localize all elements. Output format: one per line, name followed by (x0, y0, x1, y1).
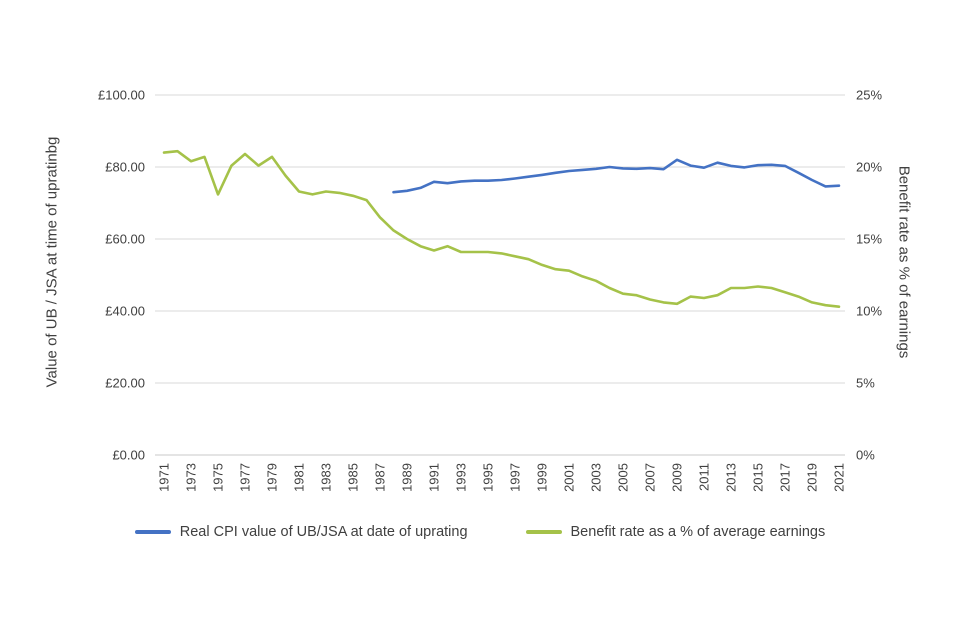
right-axis-tick-label: 0% (856, 448, 875, 463)
x-axis-tick-label: 2015 (751, 463, 766, 492)
x-axis-tick-label: 2001 (562, 463, 577, 492)
left-axis-tick-label: £80.00 (105, 160, 145, 175)
legend-label-cpi-value: Real CPI value of UB/JSA at date of upra… (179, 524, 468, 540)
x-axis-tick-label: 2003 (589, 463, 604, 492)
x-axis-tick-label: 1997 (508, 463, 523, 492)
left-axis-tick-label: £60.00 (105, 232, 145, 247)
x-axis-tick-label: 2013 (724, 463, 739, 492)
legend-label-benefit-rate: Benefit rate as a % of average earnings (570, 524, 826, 540)
legend-item-cpi-value: Real CPI value of UB/JSA at date of upra… (134, 524, 468, 540)
x-axis-tick-label: 1995 (481, 463, 496, 492)
x-axis-tick-label: 1977 (238, 463, 253, 492)
x-axis-tick-label: 1985 (346, 463, 361, 492)
x-axis-tick-label: 1983 (319, 463, 334, 492)
left-axis-tick-label: £100.00 (98, 88, 145, 103)
x-axis-tick-label: 1999 (535, 463, 550, 492)
x-axis-tick-label: 2005 (616, 463, 631, 492)
legend: Real CPI value of UB/JSA at date of upra… (0, 524, 960, 540)
legend-item-benefit-rate: Benefit rate as a % of average earnings (525, 524, 826, 540)
x-axis-tick-label: 1971 (157, 463, 172, 492)
right-axis-tick-label: 15% (856, 232, 882, 247)
x-axis-tick-label: 2021 (832, 463, 847, 492)
benefit-rate-line-swatch (525, 530, 562, 534)
left-axis-tick-label: £0.00 (112, 448, 145, 463)
x-axis-tick-label: 1981 (292, 463, 307, 492)
series-line-benefit-rate (162, 149, 841, 308)
x-axis-tick-label: 1973 (184, 463, 199, 492)
left-axis-tick-label: £20.00 (105, 376, 145, 391)
x-axis-tick-label: 1979 (265, 463, 280, 492)
series-line-cpi-value (392, 158, 841, 194)
right-axis-tick-label: 10% (856, 304, 882, 319)
left-axis-tick-label: £40.00 (105, 304, 145, 319)
x-axis-tick-label: 2007 (643, 463, 658, 492)
x-axis-tick-label: 1987 (373, 463, 388, 492)
x-axis-tick-label: 2011 (697, 463, 712, 491)
x-axis-tick-label: 2009 (670, 463, 685, 492)
right-axis-tick-label: 5% (856, 376, 875, 391)
x-axis-tick-label: 1989 (400, 463, 415, 492)
right-axis-tick-label: 20% (856, 160, 882, 175)
x-axis-tick-label: 1975 (211, 463, 226, 492)
x-axis-tick-label: 2019 (805, 463, 820, 492)
x-axis-tick-label: 1993 (454, 463, 469, 492)
x-axis-tick-label: 1991 (427, 463, 442, 492)
right-axis-tick-label: 25% (856, 88, 882, 103)
x-axis-tick-label: 2017 (778, 463, 793, 492)
cpi-line-swatch (134, 530, 171, 534)
